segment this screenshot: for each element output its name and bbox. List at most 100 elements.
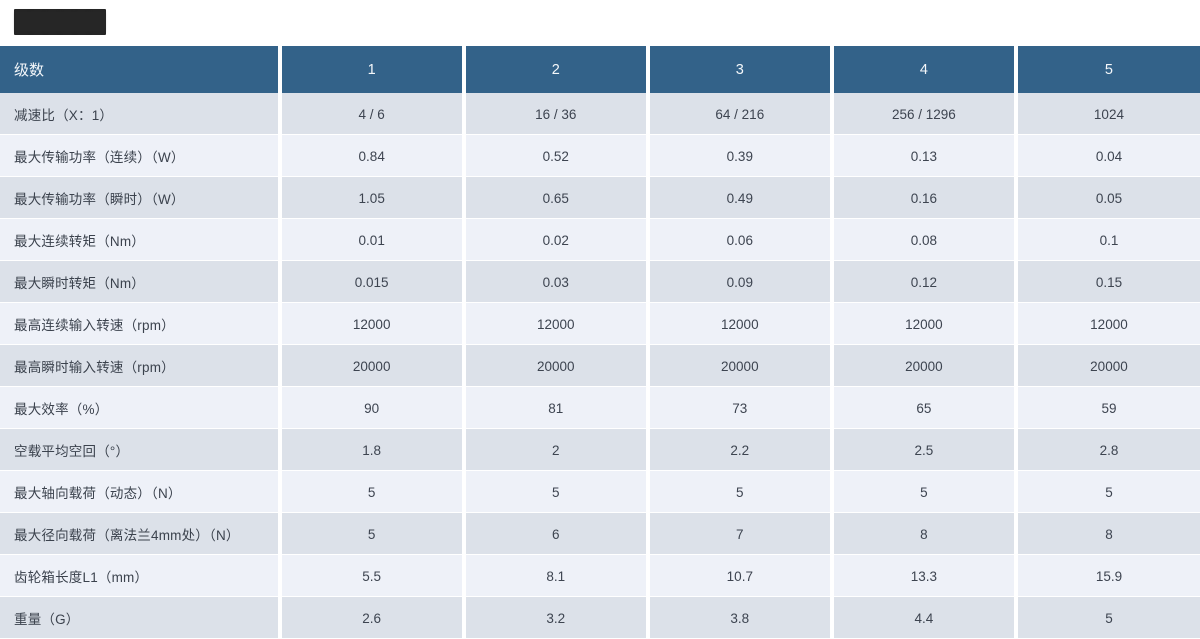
table-row: 最大瞬时转矩（Nm） 0.015 0.03 0.09 0.12 0.15 <box>0 261 1200 303</box>
cell-value: 4 / 6 <box>279 93 466 135</box>
cell-value: 0.1 <box>1015 219 1200 261</box>
cell-value: 65 <box>831 387 1018 429</box>
cell-value: 0.49 <box>647 177 834 219</box>
cell-value: 4.4 <box>831 597 1018 639</box>
row-label: 齿轮箱长度L1（mm） <box>0 555 282 597</box>
cell-value: 2.6 <box>279 597 466 639</box>
cell-value: 0.08 <box>831 219 1018 261</box>
table-row: 最高连续输入转速（rpm） 12000 12000 12000 12000 12000 <box>0 303 1200 345</box>
cell-value: 2.5 <box>831 429 1018 471</box>
table-row: 最大连续转矩（Nm） 0.01 0.02 0.06 0.08 0.1 <box>0 219 1200 261</box>
cell-value: 81 <box>463 387 650 429</box>
cell-value: 73 <box>647 387 834 429</box>
cell-value: 256 / 1296 <box>831 93 1018 135</box>
cell-value: 0.13 <box>831 135 1018 177</box>
cell-value: 0.12 <box>831 261 1018 303</box>
cell-value: 0.04 <box>1015 135 1200 177</box>
specification-table: 级数 1 2 3 4 5 减速比（X：1） 4 / 6 16 / 36 64 / 21… <box>0 46 1200 639</box>
cell-value: 0.06 <box>647 219 834 261</box>
cell-value: 64 / 216 <box>647 93 834 135</box>
column-header-4: 4 <box>831 46 1018 93</box>
page-title: ▇▇▇▇▇▇ <box>14 9 106 35</box>
table-row: 减速比（X：1） 4 / 6 16 / 36 64 / 216 256 / 1296 10… <box>0 93 1200 135</box>
cell-value: 2.8 <box>1015 429 1200 471</box>
row-label: 减速比（X：1） <box>0 93 282 135</box>
cell-value: 5 <box>1015 471 1200 513</box>
cell-value: 0.84 <box>279 135 466 177</box>
cell-value: 15.9 <box>1015 555 1200 597</box>
cell-value: 6 <box>463 513 650 555</box>
cell-value: 8.1 <box>463 555 650 597</box>
row-label: 最大瞬时转矩（Nm） <box>0 261 282 303</box>
cell-value: 0.52 <box>463 135 650 177</box>
table-row: 重量（G） 2.6 3.2 3.8 4.4 5 <box>0 597 1200 639</box>
row-label: 最大连续转矩（Nm） <box>0 219 282 261</box>
cell-value: 12000 <box>647 303 834 345</box>
cell-value: 0.05 <box>1015 177 1200 219</box>
cell-value: 0.02 <box>463 219 650 261</box>
cell-value: 0.65 <box>463 177 650 219</box>
cell-value: 8 <box>831 513 1018 555</box>
column-header-5: 5 <box>1015 46 1200 93</box>
cell-value: 0.09 <box>647 261 834 303</box>
cell-value: 3.2 <box>463 597 650 639</box>
row-label: 最高瞬时输入转速（rpm） <box>0 345 282 387</box>
cell-value: 0.01 <box>279 219 466 261</box>
table-row: 最高瞬时输入转速（rpm） 20000 20000 20000 20000 20000 <box>0 345 1200 387</box>
table-row: 最大轴向载荷（动态）（N） 5 5 5 5 5 <box>0 471 1200 513</box>
cell-value: 20000 <box>463 345 650 387</box>
table-body: 减速比（X：1） 4 / 6 16 / 36 64 / 216 256 / 1296 10… <box>0 93 1200 639</box>
cell-value: 10.7 <box>647 555 834 597</box>
row-label: 最大效率（%） <box>0 387 282 429</box>
cell-value: 2.2 <box>647 429 834 471</box>
cell-value: 5 <box>1015 597 1200 639</box>
cell-value: 16 / 36 <box>463 93 650 135</box>
cell-value: 13.3 <box>831 555 1018 597</box>
cell-value: 0.015 <box>279 261 466 303</box>
cell-value: 5 <box>647 471 834 513</box>
cell-value: 8 <box>1015 513 1200 555</box>
column-header-label: 级数 <box>0 46 282 93</box>
table-row: 最大传输功率（瞬时）（W） 1.05 0.65 0.49 0.16 0.05 <box>0 177 1200 219</box>
cell-value: 12000 <box>1015 303 1200 345</box>
cell-value: 0.15 <box>1015 261 1200 303</box>
cell-value: 5 <box>279 513 466 555</box>
column-header-1: 1 <box>279 46 466 93</box>
row-label: 最大轴向载荷（动态）（N） <box>0 471 282 513</box>
table-row: 最大传输功率（连续）（W） 0.84 0.52 0.39 0.13 0.04 <box>0 135 1200 177</box>
cell-value: 7 <box>647 513 834 555</box>
table-row: 齿轮箱长度L1（mm） 5.5 8.1 10.7 13.3 15.9 <box>0 555 1200 597</box>
table-row: 最大径向载荷（离法兰4mm处）（N） 5 6 7 8 8 <box>0 513 1200 555</box>
cell-value: 1.8 <box>279 429 466 471</box>
row-label: 空载平均空回（°） <box>0 429 282 471</box>
table-header: 级数 1 2 3 4 5 <box>0 46 1200 93</box>
cell-value: 5.5 <box>279 555 466 597</box>
title-bar: ▇▇▇▇▇▇ <box>0 0 1200 46</box>
row-label: 最大径向载荷（离法兰4mm处）（N） <box>0 513 282 555</box>
table-header-row: 级数 1 2 3 4 5 <box>0 46 1200 93</box>
cell-value: 12000 <box>279 303 466 345</box>
cell-value: 20000 <box>279 345 466 387</box>
cell-value: 0.03 <box>463 261 650 303</box>
cell-value: 20000 <box>647 345 834 387</box>
cell-value: 12000 <box>463 303 650 345</box>
cell-value: 59 <box>1015 387 1200 429</box>
cell-value: 0.39 <box>647 135 834 177</box>
column-header-3: 3 <box>647 46 834 93</box>
cell-value: 20000 <box>1015 345 1200 387</box>
cell-value: 1.05 <box>279 177 466 219</box>
cell-value: 5 <box>831 471 1018 513</box>
column-header-2: 2 <box>463 46 650 93</box>
row-label: 重量（G） <box>0 597 282 639</box>
cell-value: 1024 <box>1015 93 1200 135</box>
row-label: 最大传输功率（瞬时）（W） <box>0 177 282 219</box>
cell-value: 5 <box>279 471 466 513</box>
cell-value: 0.16 <box>831 177 1018 219</box>
row-label: 最高连续输入转速（rpm） <box>0 303 282 345</box>
cell-value: 12000 <box>831 303 1018 345</box>
table-row: 空载平均空回（°） 1.8 2 2.2 2.5 2.8 <box>0 429 1200 471</box>
cell-value: 90 <box>279 387 466 429</box>
cell-value: 5 <box>463 471 650 513</box>
row-label: 最大传输功率（连续）（W） <box>0 135 282 177</box>
